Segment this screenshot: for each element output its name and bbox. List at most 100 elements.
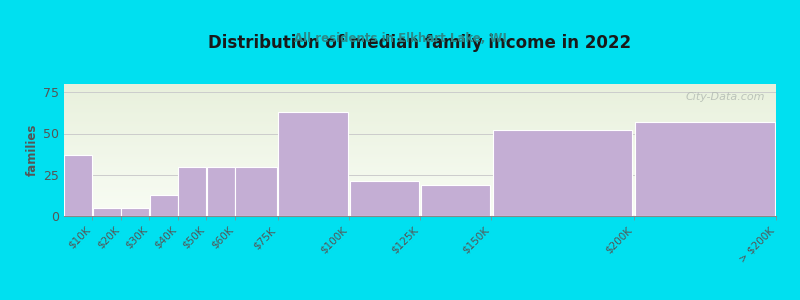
Bar (64, 109, 776, 110)
Bar (64, 167, 776, 169)
Bar (64, 97, 776, 98)
Bar (64, 187, 776, 188)
Bar (493, 130, 632, 216)
Bar (64, 91, 776, 92)
Bar (64, 100, 776, 101)
Bar (64, 150, 776, 151)
Bar (64, 155, 776, 157)
Bar (278, 112, 348, 216)
Bar (122, 208, 149, 216)
Bar (64, 96, 776, 97)
Bar (64, 143, 776, 145)
Bar (64, 202, 776, 203)
Bar (64, 117, 776, 118)
Bar (64, 199, 776, 200)
Bar (64, 136, 776, 137)
Bar (64, 157, 776, 158)
Bar (64, 209, 776, 211)
Bar (64, 174, 776, 175)
Bar (64, 184, 776, 186)
Bar (93, 208, 121, 216)
Bar (206, 167, 234, 216)
Bar (64, 84, 776, 85)
Bar (64, 133, 776, 134)
Bar (64, 112, 776, 113)
Bar (64, 124, 776, 125)
Bar (64, 203, 776, 204)
Bar (150, 194, 178, 216)
Bar (64, 207, 776, 208)
Bar (64, 190, 776, 191)
Bar (64, 164, 776, 166)
Bar (64, 176, 776, 178)
Bar (64, 155, 92, 216)
Bar (64, 160, 776, 162)
Bar (64, 197, 776, 199)
Bar (64, 137, 776, 138)
Bar (64, 89, 776, 91)
Bar (64, 213, 776, 215)
Bar (64, 141, 776, 142)
Bar (64, 162, 776, 163)
Bar (64, 154, 776, 155)
Bar (64, 151, 776, 153)
Bar (64, 158, 776, 159)
Bar (350, 181, 419, 216)
Bar (64, 171, 776, 172)
Bar (64, 85, 776, 87)
Bar (64, 204, 776, 206)
Bar (64, 175, 776, 176)
Bar (64, 125, 776, 126)
Bar (64, 172, 776, 174)
Bar (421, 184, 490, 216)
Bar (64, 87, 776, 88)
Text: All residents in Elkhart Lake, WI: All residents in Elkhart Lake, WI (294, 32, 506, 44)
Bar (64, 93, 776, 94)
Bar (64, 186, 776, 187)
Bar (64, 126, 776, 128)
Bar (64, 192, 776, 194)
Bar (64, 105, 776, 106)
Bar (64, 129, 776, 130)
Bar (64, 146, 776, 147)
Bar (64, 191, 776, 192)
Bar (64, 211, 776, 212)
Bar (64, 108, 776, 109)
Bar (64, 182, 776, 183)
Bar (64, 113, 776, 114)
Bar (64, 140, 776, 141)
Bar (64, 170, 776, 171)
Bar (64, 169, 776, 170)
Title: Distribution of median family income in 2022: Distribution of median family income in … (209, 34, 631, 52)
Bar (64, 206, 776, 207)
Bar (64, 194, 776, 195)
Bar (64, 179, 776, 180)
Text: City-Data.com: City-Data.com (686, 92, 766, 102)
Bar (64, 208, 776, 209)
Bar (64, 215, 776, 216)
Bar (64, 180, 776, 182)
Bar (64, 149, 776, 150)
Bar (635, 122, 774, 216)
Bar (64, 183, 776, 184)
Bar (64, 159, 776, 160)
Bar (178, 167, 206, 216)
Bar (64, 103, 776, 104)
Bar (64, 110, 776, 112)
Bar (64, 163, 776, 164)
Bar (64, 178, 776, 179)
Bar (64, 142, 776, 143)
Bar (64, 145, 776, 146)
Bar (64, 118, 776, 120)
Bar (64, 98, 776, 100)
Bar (64, 101, 776, 103)
Bar (64, 94, 776, 96)
Bar (64, 212, 776, 213)
Bar (64, 116, 776, 117)
Bar (64, 138, 776, 140)
Bar (64, 120, 776, 121)
Bar (64, 195, 776, 196)
Bar (64, 134, 776, 136)
Bar (64, 88, 776, 89)
Bar (64, 128, 776, 129)
